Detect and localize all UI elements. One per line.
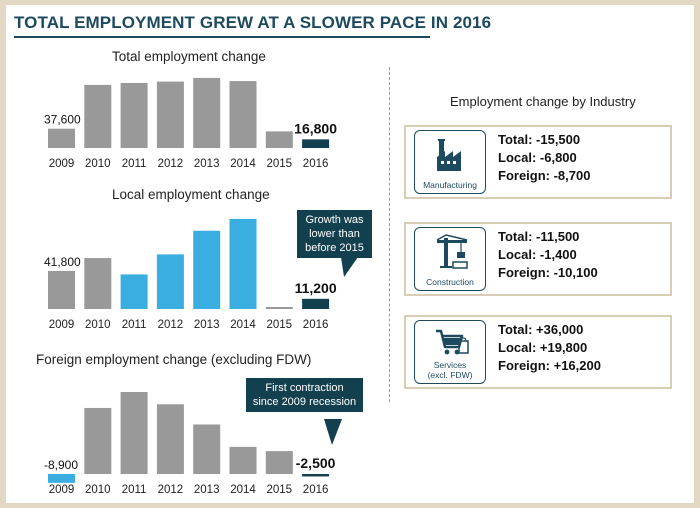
tick-label-total-2012: 2012 <box>158 158 184 170</box>
services-iconbox: Services (excl. FDW) <box>414 320 486 384</box>
data-label-total-2009: 37,600 <box>44 113 81 127</box>
chart-title-total: Total employment change <box>112 49 266 64</box>
page-title: TOTAL EMPLOYMENT GREW AT A SLOWER PACE I… <box>14 13 492 32</box>
manufacturing-total: Total: -15,500 <box>498 132 581 147</box>
bar-foreign-2010 <box>84 407 112 474</box>
bar-total-2009 <box>48 128 75 148</box>
construction-iconbox: Construction <box>414 227 486 291</box>
bar-total-2011 <box>120 82 148 148</box>
callout-foreign: First contraction since 2009 recession <box>246 378 363 412</box>
manufacturing-foreign: Foreign: -8,700 <box>498 168 591 183</box>
tick-label-foreign-2009: 2009 <box>49 484 75 496</box>
tick-label-local-2015: 2015 <box>267 319 293 331</box>
tick-label-foreign-2011: 2011 <box>122 484 147 496</box>
bar-foreign-2009 <box>48 474 75 483</box>
crane-icon <box>436 234 468 269</box>
tick-label-total-2009: 2009 <box>49 158 75 170</box>
callout-local: Growth was lower than before 2015 <box>297 210 372 258</box>
bar-local-2013 <box>193 230 221 309</box>
construction-local: Local: -1,400 <box>498 247 577 262</box>
tick-label-local-2012: 2012 <box>158 319 184 331</box>
chart-local: 2009 2010 2011 2012 2013 2014 2015 2016 41,800 11… <box>44 218 337 331</box>
data-label-local-2016: 11,200 <box>295 280 337 296</box>
manufacturing-local: Local: -6,800 <box>498 150 577 165</box>
tick-label-total-2016: 2016 <box>303 158 329 170</box>
callout-pointer-local <box>341 257 358 277</box>
data-label-total-2016: 16,800 <box>294 120 337 136</box>
tick-label-local-2011: 2011 <box>122 319 147 331</box>
bar-foreign-2012 <box>156 404 184 474</box>
construction-foreign: Foreign: -10,100 <box>498 265 598 280</box>
bar-local-2012 <box>156 254 184 309</box>
tick-label-local-2016: 2016 <box>303 319 329 331</box>
tick-label-foreign-2013: 2013 <box>194 484 220 496</box>
bar-local-2011 <box>120 274 148 309</box>
bar-total-2016 <box>302 139 330 148</box>
tick-label-local-2013: 2013 <box>194 319 220 331</box>
tick-label-total-2010: 2010 <box>85 158 111 170</box>
tick-label-local-2009: 2009 <box>49 319 75 331</box>
industry-label-construction: Construction <box>426 277 474 287</box>
industry-label-manufacturing: Manufacturing <box>423 180 477 190</box>
bar-foreign-2014 <box>229 446 257 474</box>
tick-label-foreign-2016: 2016 <box>303 484 329 496</box>
chart-title-local: Local employment change <box>112 187 270 202</box>
bar-total-2015 <box>265 131 293 148</box>
tick-label-foreign-2015: 2015 <box>267 484 293 496</box>
industry-label-services: Services (excl. FDW) <box>427 360 473 380</box>
data-label-local-2009: 41,800 <box>44 255 81 269</box>
shopping-cart-icon <box>436 329 469 355</box>
bar-total-2013 <box>193 77 221 148</box>
tick-label-foreign-2014: 2014 <box>230 484 256 496</box>
bar-local-2009 <box>48 270 75 309</box>
bar-local-2014 <box>229 218 257 309</box>
tick-label-total-2011: 2011 <box>122 158 147 170</box>
column-divider <box>389 67 390 402</box>
tick-label-foreign-2010: 2010 <box>85 484 111 496</box>
bar-local-2010 <box>84 258 112 309</box>
services-total: Total: +36,000 <box>498 322 584 337</box>
bar-local-2015 <box>265 307 293 309</box>
data-label-foreign-2016: -2,500 <box>296 455 336 471</box>
tick-label-local-2010: 2010 <box>85 319 111 331</box>
chart-total: 2009 2010 2011 2012 2013 2014 2015 2016 37,600 16… <box>44 77 337 170</box>
bar-charts: 2009 2010 2011 2012 2013 2014 2015 2016 37,600 16… <box>44 77 358 496</box>
data-label-foreign-2009: -8,900 <box>44 458 78 472</box>
infographic-frame: TOTAL EMPLOYMENT GREW AT A SLOWER PACE I… <box>6 5 694 503</box>
tick-label-local-2014: 2014 <box>230 319 256 331</box>
industry-card-construction: Construction Total: -11,500 Local: -1,40… <box>404 222 672 296</box>
services-foreign: Foreign: +16,200 <box>498 358 601 373</box>
factory-icon <box>437 139 461 171</box>
bar-foreign-2015 <box>265 451 293 474</box>
tick-label-total-2014: 2014 <box>230 158 256 170</box>
tick-label-foreign-2012: 2012 <box>158 484 184 496</box>
bar-foreign-2011 <box>120 392 148 474</box>
manufacturing-iconbox: Manufacturing <box>414 130 486 194</box>
bar-total-2012 <box>156 81 184 148</box>
bar-foreign-2016 <box>302 474 330 477</box>
industry-title: Employment change by Industry <box>450 94 636 109</box>
bar-foreign-2013 <box>193 424 221 474</box>
bar-local-2016 <box>302 298 330 309</box>
industry-card-manufacturing: Manufacturing Total: -15,500 Local: -6,8… <box>404 125 672 199</box>
callout-pointer-foreign <box>324 419 342 445</box>
industry-card-services: Services (excl. FDW) Total: +36,000 Loca… <box>404 315 672 389</box>
title-rule <box>14 36 430 38</box>
construction-total: Total: -11,500 <box>498 229 580 244</box>
bar-total-2014 <box>229 81 257 148</box>
bar-total-2010 <box>84 84 112 148</box>
tick-label-total-2013: 2013 <box>194 158 220 170</box>
tick-label-total-2015: 2015 <box>267 158 293 170</box>
services-local: Local: +19,800 <box>498 340 588 355</box>
chart-foreign: 2009 2010 2011 2012 2013 2014 2015 2016 -8,900 -2… <box>44 392 336 496</box>
chart-title-foreign: Foreign employment change (excluding FDW… <box>36 352 312 367</box>
